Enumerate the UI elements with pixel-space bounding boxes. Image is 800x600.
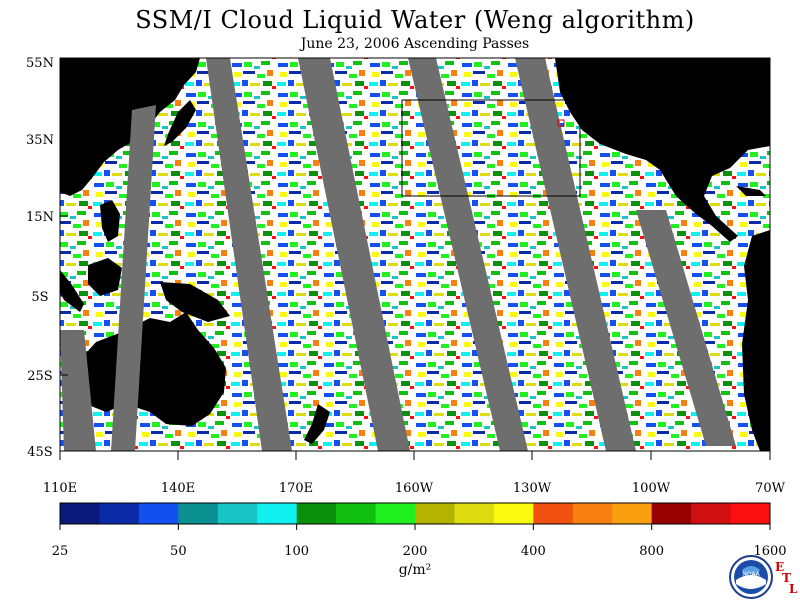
- region-box: [401, 99, 581, 197]
- land-borneo: [88, 258, 122, 296]
- buoy-marker: [557, 119, 565, 127]
- no-data-swath-6: [636, 210, 736, 446]
- no-data-swath-2: [206, 58, 292, 451]
- colorbar-tick-label: 400: [521, 544, 546, 559]
- lat-label: 35N: [26, 133, 54, 148]
- no-data-swath-7: [60, 330, 96, 451]
- lat-label: 15N: [26, 210, 54, 225]
- map-plot-area: [60, 58, 770, 451]
- map-figure: 55N 35N 15N 5S 25S 45S 110E 140E 170E 160W 130W 10…: [26, 56, 786, 496]
- lon-label: 130W: [513, 481, 552, 496]
- latitude-axis: 55N 35N 15N 5S 25S 45S: [26, 56, 68, 460]
- no-data-swath-5: [515, 58, 636, 451]
- colorbar-tick-label: 50: [170, 544, 187, 559]
- lat-label: 25S: [27, 369, 52, 384]
- etl-logo-letter-l: L: [789, 582, 798, 596]
- colorbar-tick-label: 100: [284, 544, 309, 559]
- lon-label: 70W: [755, 481, 786, 496]
- land-philippines: [100, 200, 120, 242]
- land-japan: [164, 100, 196, 146]
- lon-label: 110E: [43, 481, 77, 496]
- land-asia: [60, 58, 200, 196]
- map-frame: [59, 57, 771, 452]
- colorbar-tick-label: 800: [639, 544, 664, 559]
- noaa-logo: NOAA: [729, 555, 773, 599]
- lat-label: 45S: [27, 445, 52, 460]
- land-new-zealand: [304, 404, 330, 444]
- noaa-logo-text: NOAA: [742, 571, 760, 578]
- colorbar-units: g/m²: [398, 562, 432, 578]
- map-title: SSM/I Cloud Liquid Water (Weng algorithm…: [135, 6, 695, 34]
- lon-label: 160W: [395, 481, 434, 496]
- etl-logo-letter-t: T: [782, 571, 791, 585]
- colorbar-tick-label: 200: [403, 544, 428, 559]
- no-data-swaths: [60, 58, 736, 451]
- longitude-axis: 110E 140E 170E 160W 130W 100W 70W: [43, 451, 786, 496]
- land-new-guinea: [160, 282, 230, 322]
- no-data-swath-1: [111, 105, 156, 451]
- lon-label: 100W: [632, 481, 671, 496]
- land-cuba: [736, 186, 766, 196]
- no-data-swath-3: [298, 58, 410, 451]
- etl-logo-letter-e: E: [775, 560, 785, 574]
- no-data-swath-4: [408, 58, 528, 451]
- land-sumatra: [60, 270, 84, 312]
- land-north-america: [555, 58, 770, 242]
- map-subtitle: June 23, 2006 Ascending Passes: [300, 36, 530, 52]
- land-south-america: [742, 230, 770, 451]
- colorbar-tick-label: 25: [52, 544, 69, 559]
- colorbar-ticks: 25 50 100 200 400 800 1600: [52, 524, 787, 559]
- lat-label: 5S: [31, 290, 48, 305]
- lon-label: 170E: [279, 481, 313, 496]
- lat-label: 55N: [26, 56, 54, 71]
- lon-label: 140E: [161, 481, 195, 496]
